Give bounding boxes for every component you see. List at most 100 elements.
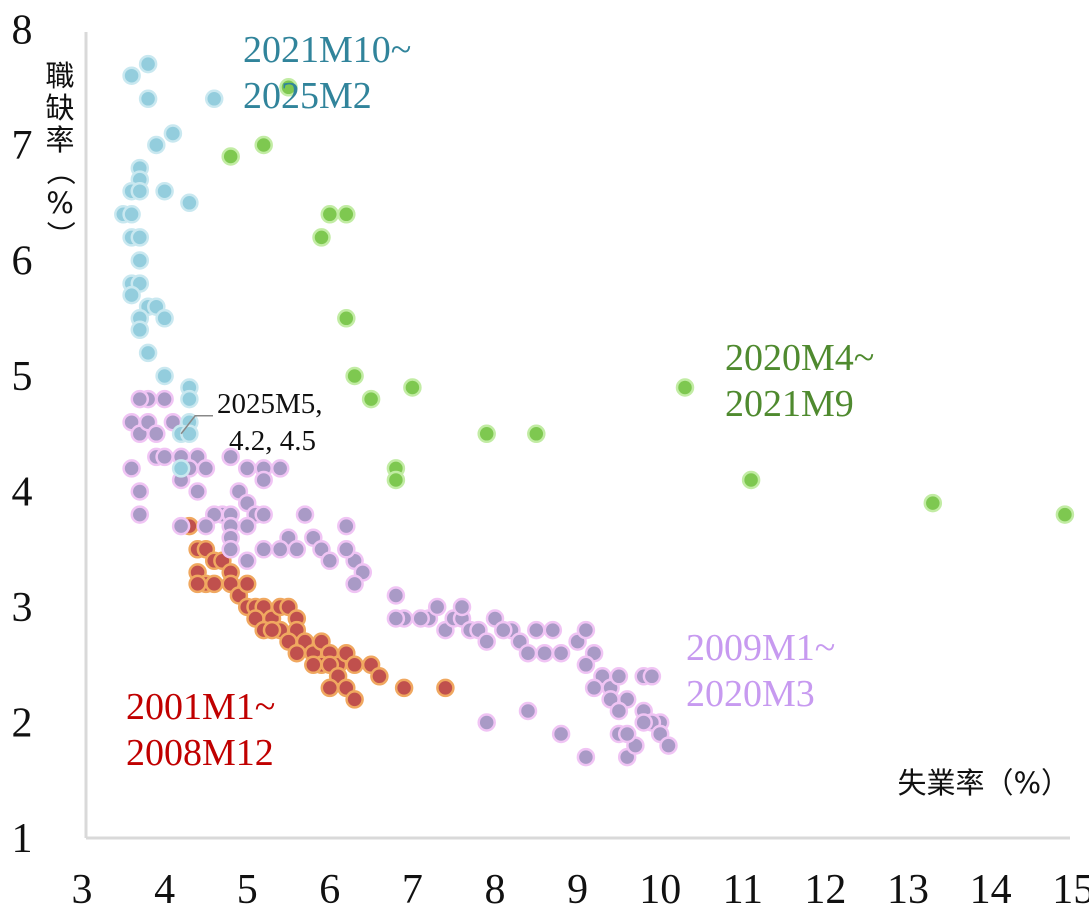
data-point — [188, 574, 207, 594]
data-point — [155, 447, 174, 467]
x-tick-label: 7 — [402, 867, 423, 913]
data-point — [659, 736, 678, 755]
data-point — [337, 540, 356, 559]
y-axis-label-char: 職 — [45, 59, 74, 93]
data-point — [345, 574, 364, 594]
data-point — [386, 609, 406, 628]
data-point — [551, 724, 571, 744]
data-point — [304, 655, 323, 675]
y-tick-label: 6 — [12, 239, 33, 285]
data-point — [237, 516, 257, 536]
x-tick-label: 11 — [723, 867, 763, 913]
y-tick-label: 4 — [12, 470, 33, 516]
y-tick-labels: 1 2 3 4 5 6 7 8 — [12, 8, 33, 863]
data-point — [237, 574, 257, 594]
y-axis-label-char: 率 — [45, 123, 74, 157]
y-tick-label: 5 — [12, 354, 33, 400]
data-point — [642, 667, 662, 686]
annotation-text: 2009M1~ — [686, 627, 835, 669]
data-point — [287, 540, 307, 559]
y-axis-label-char: ） — [43, 220, 77, 249]
data-point — [196, 459, 216, 478]
data-point — [386, 586, 406, 605]
x-tick-label: 10 — [639, 867, 681, 913]
x-tick-label: 12 — [804, 867, 846, 913]
annotation-text: 2020M4~ — [725, 337, 874, 379]
data-point — [237, 551, 257, 571]
data-point — [386, 470, 406, 490]
data-point — [237, 459, 257, 478]
data-point — [221, 540, 240, 559]
data-point — [204, 574, 224, 594]
data-point — [254, 540, 273, 559]
data-point — [147, 424, 166, 444]
data-point — [130, 181, 150, 201]
data-point — [130, 228, 150, 247]
annotation-text: 4.2, 4.5 — [229, 425, 316, 457]
data-point — [130, 482, 150, 501]
data-point — [477, 424, 496, 444]
data-point — [675, 378, 695, 397]
data-point — [427, 597, 447, 617]
x-tick-label: 3 — [72, 867, 93, 913]
data-point — [436, 678, 455, 698]
data-point — [617, 724, 637, 744]
data-point — [138, 89, 158, 109]
data-point — [403, 378, 422, 397]
data-point — [122, 459, 141, 478]
data-point — [122, 66, 141, 85]
data-point — [609, 667, 629, 686]
data-point — [188, 482, 207, 501]
data-point — [138, 343, 158, 363]
y-axis-label-char: 缺 — [45, 91, 74, 125]
data-point — [171, 516, 191, 536]
data-point — [609, 701, 629, 721]
y-axis-label-char: （ — [43, 156, 77, 185]
data-point — [180, 389, 199, 409]
data-point — [634, 713, 653, 732]
data-point — [320, 551, 340, 571]
data-point — [196, 516, 216, 536]
data-point — [155, 309, 174, 328]
y-tick-label: 3 — [12, 585, 33, 631]
data-point — [576, 620, 596, 640]
annotation-text: 2021M10~ — [243, 29, 411, 71]
data-point — [138, 54, 158, 74]
annotation-text: 2008M12 — [126, 732, 274, 774]
series-3 — [221, 78, 1075, 524]
data-point — [279, 78, 298, 97]
series-0 — [180, 516, 455, 709]
data-point — [180, 424, 199, 444]
y-tick-label: 1 — [12, 816, 33, 862]
annotation-text: 2025M2 — [243, 75, 372, 117]
annotation-text: 2020M3 — [686, 673, 815, 715]
axes — [84, 32, 1070, 840]
data-point — [337, 205, 356, 224]
data-point — [204, 89, 224, 109]
data-point — [287, 643, 307, 663]
y-tick-label: 2 — [12, 701, 33, 747]
x-axis-label: 失業率（%） — [897, 766, 1070, 800]
x-tick-label: 15 — [1052, 867, 1089, 913]
data-point — [270, 459, 290, 478]
data-point — [130, 505, 150, 524]
data-point — [535, 643, 554, 663]
data-point — [163, 124, 183, 143]
data-point — [337, 309, 356, 328]
data-point — [345, 655, 364, 675]
data-point — [312, 228, 331, 247]
data-point — [221, 447, 240, 467]
y-tick-label: 8 — [12, 8, 33, 54]
x-tick-label: 4 — [154, 867, 175, 913]
data-point — [527, 620, 546, 640]
data-point — [155, 366, 174, 386]
annotation-text: 2021M9 — [725, 383, 854, 425]
annotation-text: 2025M5, — [217, 388, 323, 420]
x-tick-label: 6 — [319, 867, 340, 913]
data-point — [741, 470, 761, 490]
data-point — [543, 620, 563, 640]
data-point — [320, 678, 340, 698]
data-point — [584, 678, 604, 698]
data-point — [130, 389, 150, 409]
